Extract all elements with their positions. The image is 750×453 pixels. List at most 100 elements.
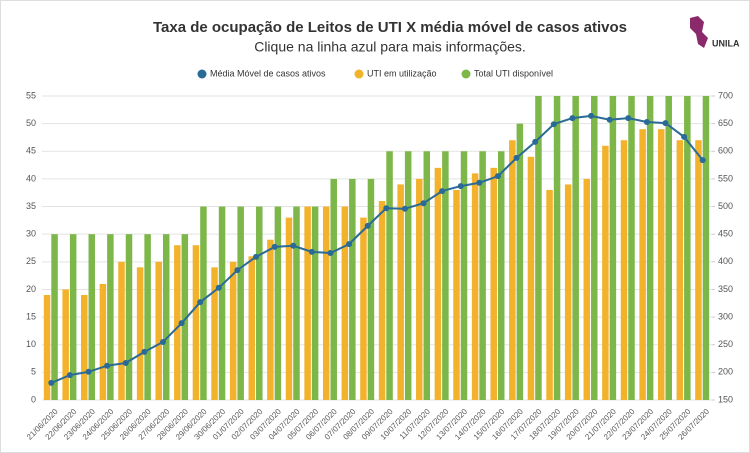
legend-marker <box>354 69 364 79</box>
y-tick-label: 25 <box>26 256 36 266</box>
y-tick-label: 35 <box>26 201 36 211</box>
bar <box>341 206 349 400</box>
bar <box>118 261 125 400</box>
bar <box>490 167 497 400</box>
bar <box>200 206 207 400</box>
bar <box>274 206 282 400</box>
line-point <box>569 115 576 122</box>
y-tick-label: 40 <box>26 173 36 183</box>
bar <box>311 206 319 400</box>
line-point <box>234 267 241 274</box>
y-tick-label: 45 <box>26 146 36 156</box>
line-point <box>104 362 111 369</box>
y-tick-label: 50 <box>26 118 36 128</box>
bar <box>404 151 412 400</box>
line-point <box>122 359 129 366</box>
line-point <box>550 121 557 128</box>
bar <box>471 173 479 400</box>
bar <box>367 178 375 400</box>
line-point <box>308 248 315 255</box>
bar <box>453 189 460 400</box>
line-point <box>85 368 92 375</box>
bar <box>527 156 535 400</box>
bar <box>62 289 69 400</box>
bar <box>479 151 486 400</box>
line-point <box>625 115 632 122</box>
bar <box>583 178 591 400</box>
bar <box>88 234 96 400</box>
legend-label: Total UTI disponível <box>474 68 553 78</box>
line-point <box>513 154 520 161</box>
line-point <box>48 379 55 386</box>
bar <box>211 267 218 400</box>
bar <box>322 206 330 400</box>
line-point <box>681 133 688 140</box>
y-tick-label: 30 <box>26 229 36 239</box>
line-point <box>271 243 278 250</box>
logo-text: UNILA <box>712 38 740 48</box>
bar <box>155 261 162 400</box>
chart-title: Taxa de ocupação de Leitos de UTI X médi… <box>153 19 627 36</box>
bar <box>81 294 88 400</box>
y2-tick-label: 200 <box>718 367 733 377</box>
bar <box>330 178 337 400</box>
bar <box>51 234 58 400</box>
bar <box>378 201 386 400</box>
bar <box>602 145 609 400</box>
bar <box>460 151 468 400</box>
bar <box>136 267 144 400</box>
bar <box>107 234 114 400</box>
bar <box>535 96 542 400</box>
bar <box>497 151 505 400</box>
bar <box>509 140 516 400</box>
bar <box>293 206 300 400</box>
bar <box>144 234 151 400</box>
chart-subtitle: Clique na linha azul para mais informaçõ… <box>254 39 526 55</box>
bar <box>628 96 635 400</box>
bar <box>702 96 710 400</box>
line-point <box>364 222 371 229</box>
y2-tick-label: 300 <box>718 311 733 321</box>
bar <box>620 140 628 400</box>
y-tick-label: 0 <box>31 394 36 404</box>
line-point <box>178 320 185 327</box>
bar <box>181 234 189 400</box>
bar <box>423 151 431 400</box>
bar <box>99 283 107 400</box>
line-point <box>439 188 446 195</box>
line-point <box>606 116 613 123</box>
bar <box>349 178 356 400</box>
line-point <box>66 372 73 379</box>
bar <box>442 151 449 400</box>
bar <box>162 234 170 400</box>
bar <box>657 129 665 400</box>
bar <box>591 96 598 400</box>
bar <box>360 217 367 400</box>
y2-tick-label: 600 <box>718 146 733 156</box>
bar <box>676 140 684 400</box>
y2-tick-label: 550 <box>718 173 733 183</box>
y-tick-label: 20 <box>26 284 36 294</box>
y2-tick-label: 500 <box>718 201 733 211</box>
bar <box>434 167 442 400</box>
bar <box>43 294 51 400</box>
line-point <box>699 157 706 164</box>
line-point <box>457 183 464 190</box>
line-point <box>383 205 390 212</box>
bar <box>267 239 274 400</box>
line-point <box>420 200 427 207</box>
logo-shape <box>690 16 708 48</box>
legend-label: Média Móvel de casos ativos <box>210 68 326 78</box>
line-point <box>643 118 650 125</box>
bar <box>416 178 423 400</box>
line-point <box>494 173 501 180</box>
y2-tick-label: 700 <box>718 90 733 100</box>
bar <box>125 234 133 400</box>
bar <box>639 129 646 400</box>
bar <box>174 245 181 400</box>
bar <box>646 96 654 400</box>
line-point <box>159 338 166 345</box>
bar <box>564 184 572 400</box>
bar <box>218 206 226 400</box>
line <box>50 114 704 384</box>
